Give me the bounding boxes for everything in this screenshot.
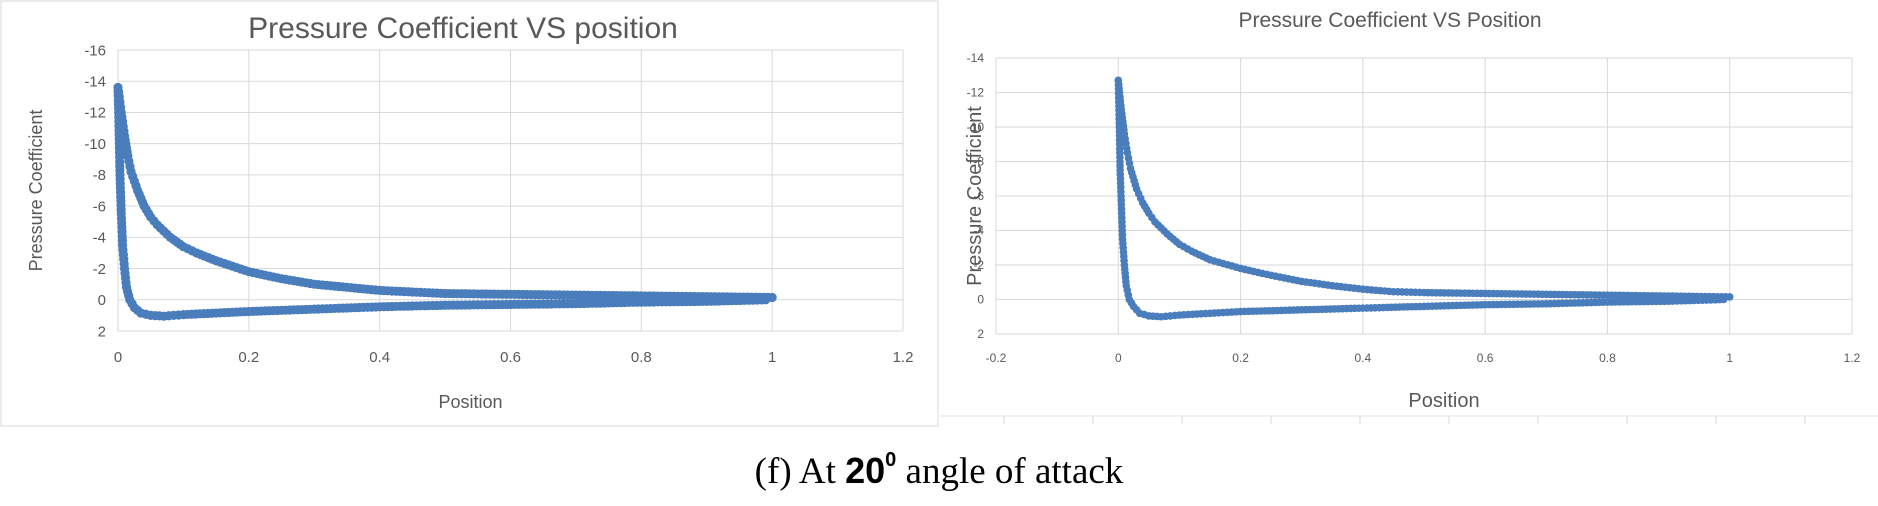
x-tick-label: 0.8	[631, 349, 652, 366]
y-tick-label: -8	[973, 155, 984, 169]
y-tick-label: -2	[973, 258, 984, 272]
y-tick-label: -6	[973, 189, 984, 203]
x-tick-label: 0.2	[1232, 351, 1249, 365]
x-tick-label: 1.2	[893, 349, 914, 366]
chart-left: Pressure Coefficient VS position -16 -14 -1…	[0, 0, 939, 427]
y-tick-label: -10	[84, 136, 106, 153]
y-tick-label: 2	[977, 327, 984, 341]
x-tick-label: 0.4	[369, 349, 390, 366]
figure-caption: (f) At 200 angle of attack	[0, 448, 1878, 493]
data-point	[1725, 293, 1734, 301]
caption-suffix: angle of attack	[896, 451, 1124, 492]
y-tick-label: 0	[98, 292, 106, 309]
x-tick-label: 0	[1115, 351, 1122, 365]
x-tick-label: 0.4	[1355, 351, 1372, 365]
y-tick-label: -12	[967, 86, 985, 100]
y-tick-label: 0	[977, 293, 984, 307]
y-tick-label: -16	[84, 42, 106, 59]
data-point	[1114, 76, 1123, 85]
x-tick-label: -0.2	[986, 351, 1007, 365]
y-axis-label: Pressure Coefficient	[964, 106, 986, 286]
chart-title: Pressure Coefficient VS Position	[1238, 9, 1541, 32]
y-tick-label: -2	[93, 261, 106, 278]
x-axis-label: Position	[438, 392, 502, 412]
x-tick-label: 0.6	[500, 349, 521, 366]
y-tick-label: -10	[967, 120, 985, 134]
x-tick-label: 1	[768, 349, 776, 366]
x-tick-label: 0	[114, 349, 122, 366]
y-tick-label: 2	[98, 323, 106, 340]
y-tick-label: -14	[84, 73, 106, 90]
chart-border	[0, 0, 939, 427]
caption-angle: 20	[845, 450, 886, 491]
x-tick-label: 0.6	[1477, 351, 1494, 365]
x-tick-label: 0.2	[238, 349, 259, 366]
y-tick-label: -14	[967, 51, 985, 65]
chart-title: Pressure Coefficient VS position	[248, 12, 678, 45]
chart-right: Pressure Coefficient VS Position -14 -12 -1…	[940, 9, 1878, 424]
y-tick-label: -12	[84, 105, 106, 122]
y-tick-label: -4	[973, 224, 984, 238]
x-axis-label: Position	[1408, 390, 1479, 412]
x-tick-label: 1	[1726, 351, 1733, 365]
caption-prefix: (f) At	[754, 451, 846, 492]
x-tick-label: 1.2	[1844, 351, 1861, 365]
caption-degree: 0	[885, 448, 897, 471]
data-point	[113, 82, 123, 93]
y-tick-label: -4	[93, 230, 106, 247]
x-tick-label: 0.8	[1599, 351, 1616, 365]
y-tick-label: -8	[93, 167, 106, 184]
y-axis-label: Pressure Coefficient	[26, 110, 46, 272]
y-tick-label: -6	[93, 198, 106, 215]
